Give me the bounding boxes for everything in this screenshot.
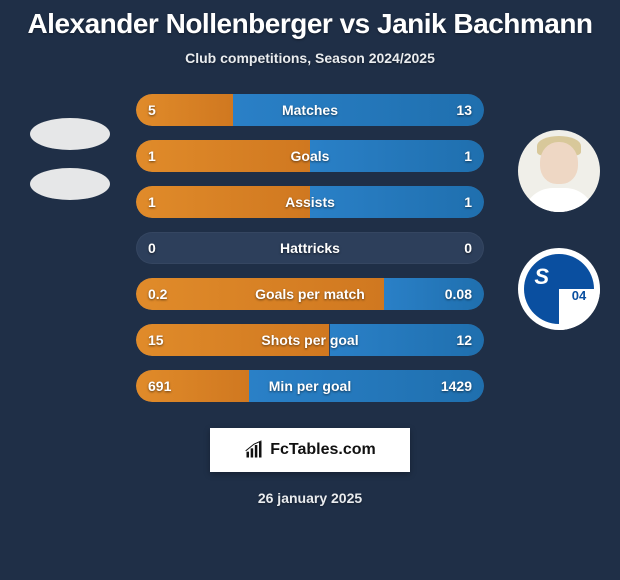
chart-icon <box>244 440 264 460</box>
stat-label: Min per goal <box>136 370 484 402</box>
stat-label: Hattricks <box>136 232 484 264</box>
right-club-badge: S 04 <box>518 248 600 330</box>
right-player-avatar <box>518 130 600 212</box>
stat-label: Goals <box>136 140 484 172</box>
page-title: Alexander Nollenberger vs Janik Bachmann <box>10 8 610 40</box>
stat-label: Assists <box>136 186 484 218</box>
stat-row: 00Hattricks <box>136 232 484 264</box>
stat-row: 6911429Min per goal <box>136 370 484 402</box>
stat-label: Shots per goal <box>136 324 484 356</box>
left-player-avatar-placeholder <box>30 118 110 150</box>
comparison-card: Alexander Nollenberger vs Janik Bachmann… <box>0 0 620 580</box>
stat-label: Matches <box>136 94 484 126</box>
left-club-badge-placeholder <box>30 168 110 200</box>
brand-text: FcTables.com <box>270 441 376 459</box>
club-badge-number: 04 <box>559 289 599 303</box>
page-subtitle: Club competitions, Season 2024/2025 <box>0 50 620 66</box>
stat-row: 513Matches <box>136 94 484 126</box>
brand-badge[interactable]: FcTables.com <box>210 428 410 472</box>
stat-label: Goals per match <box>136 278 484 310</box>
stat-row: 1512Shots per goal <box>136 324 484 356</box>
stat-row: 11Goals <box>136 140 484 172</box>
stat-row: 0.20.08Goals per match <box>136 278 484 310</box>
snapshot-date: 26 january 2025 <box>0 490 620 506</box>
stat-row: 11Assists <box>136 186 484 218</box>
left-player-column <box>30 118 110 200</box>
stats-list: 513Matches 11Goals 11Assists 00Hattricks 0.2… <box>136 94 484 402</box>
right-player-column: S 04 <box>518 130 600 330</box>
